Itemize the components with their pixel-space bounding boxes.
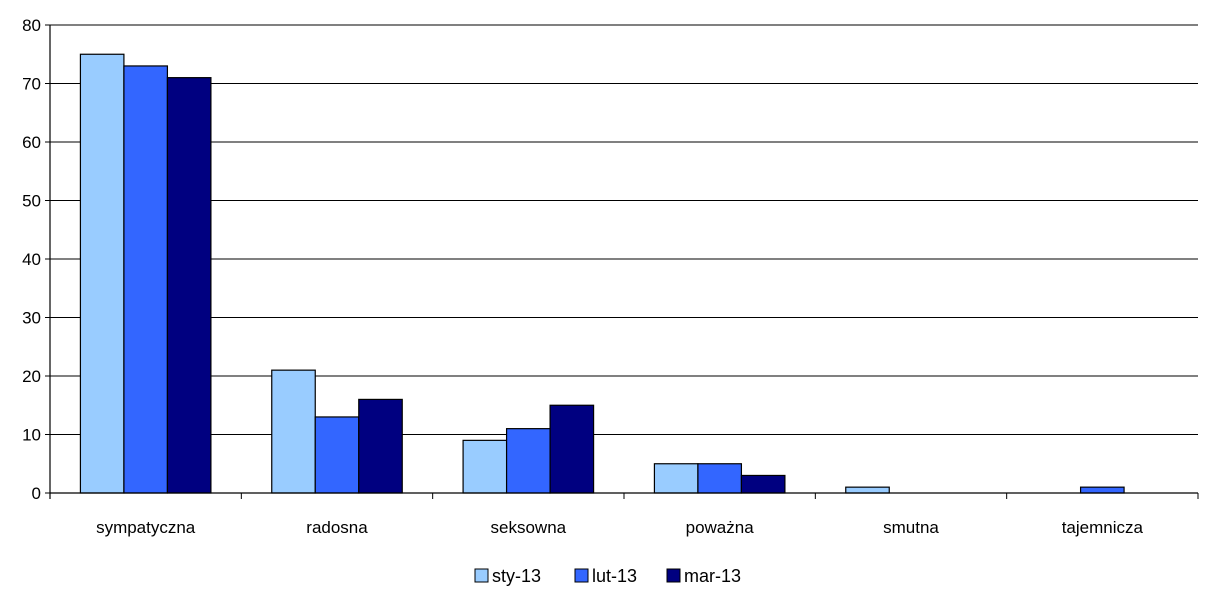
bar-lut-13-tajemnicza: [1079, 486, 1125, 494]
y-tick-label: 20: [22, 367, 41, 386]
legend-swatch-mar-13: [666, 568, 681, 583]
bar-sty-13-seksowna: [462, 439, 508, 494]
bar-mar-13-sympatyczna: [166, 77, 212, 494]
x-axis-ticks: sympatyczna radosna seksowna poważna smutna t…: [96, 493, 1199, 537]
bar-lut-13-seksowna: [505, 428, 551, 494]
bar-mar-13-poważna: [740, 474, 786, 494]
bar-lut-13-sympatyczna: [123, 65, 169, 494]
bar-sty-13-radosna: [271, 369, 316, 494]
legend-swatch-lut-13: [574, 568, 589, 583]
x-tick-label: radosna: [306, 518, 368, 537]
legend: sty-13 lut-13 mar-13: [474, 566, 741, 586]
legend-label: mar-13: [684, 566, 741, 586]
axes: [49, 25, 1198, 499]
y-tick-label: 60: [22, 133, 41, 152]
legend-label: sty-13: [492, 566, 541, 586]
bar-sty-13-poważna: [653, 463, 699, 494]
bar-lut-13-poważna: [697, 463, 743, 494]
bar-mar-13-seksowna: [549, 404, 595, 494]
y-tick-label: 40: [22, 250, 41, 269]
y-tick-label: 50: [22, 192, 41, 211]
x-tick-label: sympatyczna: [96, 518, 196, 537]
bars: [79, 53, 1125, 494]
y-tick-label: 0: [32, 484, 41, 503]
x-tick-label: tajemnicza: [1062, 518, 1144, 537]
y-axis-ticks: 0 10 20 30 40 50 60 70 80: [22, 16, 50, 503]
bar-mar-13-radosna: [358, 398, 403, 494]
x-tick-label: seksowna: [491, 518, 567, 537]
bar-lut-13-radosna: [314, 416, 360, 494]
x-tick-label: poważna: [686, 518, 755, 537]
x-tick-label: smutna: [883, 518, 939, 537]
y-tick-label: 30: [22, 309, 41, 328]
gridlines: [50, 24, 1198, 435]
bar-sty-13-sympatyczna: [79, 53, 125, 494]
bar-sty-13-smutna: [845, 486, 890, 494]
y-tick-label: 10: [22, 426, 41, 445]
y-tick-label: 70: [22, 75, 41, 94]
y-tick-label: 80: [22, 16, 41, 35]
legend-label: lut-13: [592, 566, 637, 586]
legend-swatch-sty-13: [474, 568, 489, 583]
